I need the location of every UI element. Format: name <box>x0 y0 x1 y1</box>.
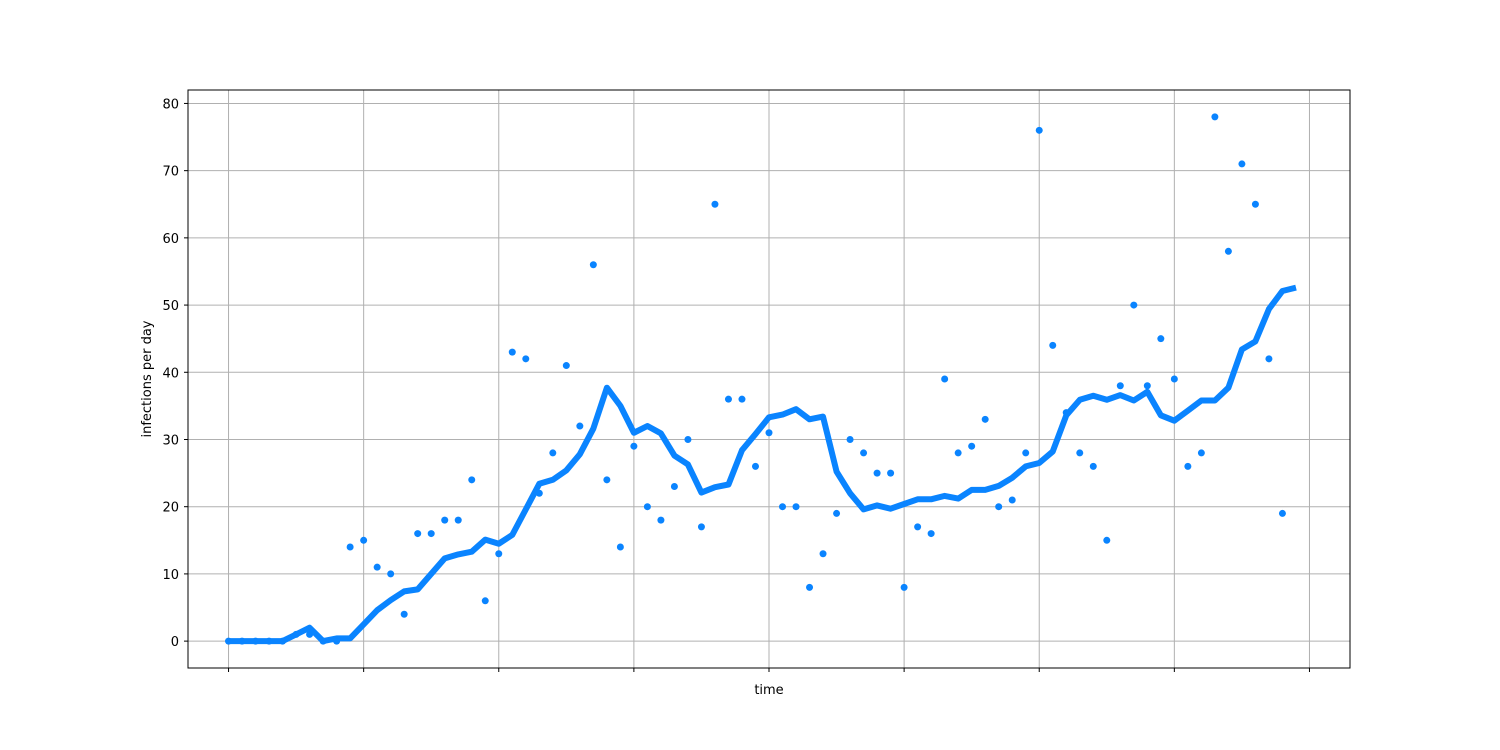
y-tick-label: 70 <box>162 165 179 180</box>
data-point <box>427 530 435 538</box>
data-point <box>400 610 408 618</box>
data-point <box>589 261 597 269</box>
data-point <box>846 435 854 443</box>
data-point <box>927 530 935 538</box>
data-point <box>779 503 787 511</box>
data-point <box>1035 126 1043 134</box>
y-tick-label: 20 <box>162 501 179 516</box>
y-axis-label: infections per day <box>140 320 155 437</box>
data-point <box>819 550 827 558</box>
data-point <box>1197 449 1205 457</box>
data-point <box>1076 449 1084 457</box>
y-tick-label: 30 <box>162 433 179 448</box>
data-point <box>643 503 651 511</box>
data-point <box>1251 200 1259 208</box>
data-point <box>711 200 719 208</box>
data-point <box>1130 301 1138 309</box>
data-point <box>373 563 381 571</box>
data-point <box>603 476 611 484</box>
data-point <box>968 442 976 450</box>
data-point <box>954 449 962 457</box>
data-point <box>508 348 516 356</box>
data-point <box>833 509 841 517</box>
data-point <box>454 516 462 524</box>
data-point <box>1170 375 1178 383</box>
y-tick-label: 0 <box>171 635 179 650</box>
grid <box>188 90 1350 668</box>
data-point <box>900 583 908 591</box>
data-point <box>1211 113 1219 121</box>
data-point <box>860 449 868 457</box>
data-point <box>1143 382 1151 390</box>
data-point <box>346 543 354 551</box>
data-point <box>1184 462 1192 470</box>
y-tick-label: 40 <box>162 366 179 381</box>
data-point <box>887 469 895 477</box>
data-point <box>387 570 395 578</box>
data-point <box>576 422 584 430</box>
plot-frame <box>187 89 1351 669</box>
data-point <box>697 523 705 531</box>
data-point <box>981 415 989 423</box>
data-point <box>1224 247 1232 255</box>
data-point <box>1265 355 1273 363</box>
data-point <box>670 483 678 491</box>
data-points <box>225 113 1286 645</box>
data-point <box>995 503 1003 511</box>
y-tick-label: 80 <box>162 97 179 112</box>
data-point <box>792 503 800 511</box>
data-point <box>1238 160 1246 168</box>
data-point <box>1089 462 1097 470</box>
data-point <box>738 395 746 403</box>
data-point <box>1116 382 1124 390</box>
data-point <box>873 469 881 477</box>
trend-line <box>228 284 1297 645</box>
data-point <box>549 449 557 457</box>
data-point <box>414 530 422 538</box>
data-point <box>1008 496 1016 504</box>
data-point <box>1022 449 1030 457</box>
data-point <box>1157 335 1165 343</box>
data-point <box>657 516 665 524</box>
data-point <box>616 543 624 551</box>
data-point <box>941 375 949 383</box>
data-point <box>724 395 732 403</box>
data-point <box>562 362 570 370</box>
x-axis-label: time <box>754 683 783 698</box>
data-point <box>495 550 503 558</box>
y-tick-label: 60 <box>162 232 179 247</box>
data-point <box>360 536 368 544</box>
data-point <box>684 435 692 443</box>
data-point <box>1278 509 1286 517</box>
data-point <box>1049 341 1057 349</box>
y-tick-label: 50 <box>162 299 179 314</box>
data-point <box>481 597 489 605</box>
data-point <box>1103 536 1111 544</box>
data-point <box>765 429 773 437</box>
moving-average-line <box>228 284 1297 645</box>
data-point <box>468 476 476 484</box>
axis-ticks: 0 10 20 30 40 50 60 70 80 <box>162 97 1310 672</box>
data-point <box>630 442 638 450</box>
data-point <box>751 462 759 470</box>
y-tick-label: 10 <box>162 568 179 583</box>
data-point <box>806 583 814 591</box>
data-point <box>441 516 449 524</box>
data-point <box>914 523 922 531</box>
data-point <box>522 355 530 363</box>
